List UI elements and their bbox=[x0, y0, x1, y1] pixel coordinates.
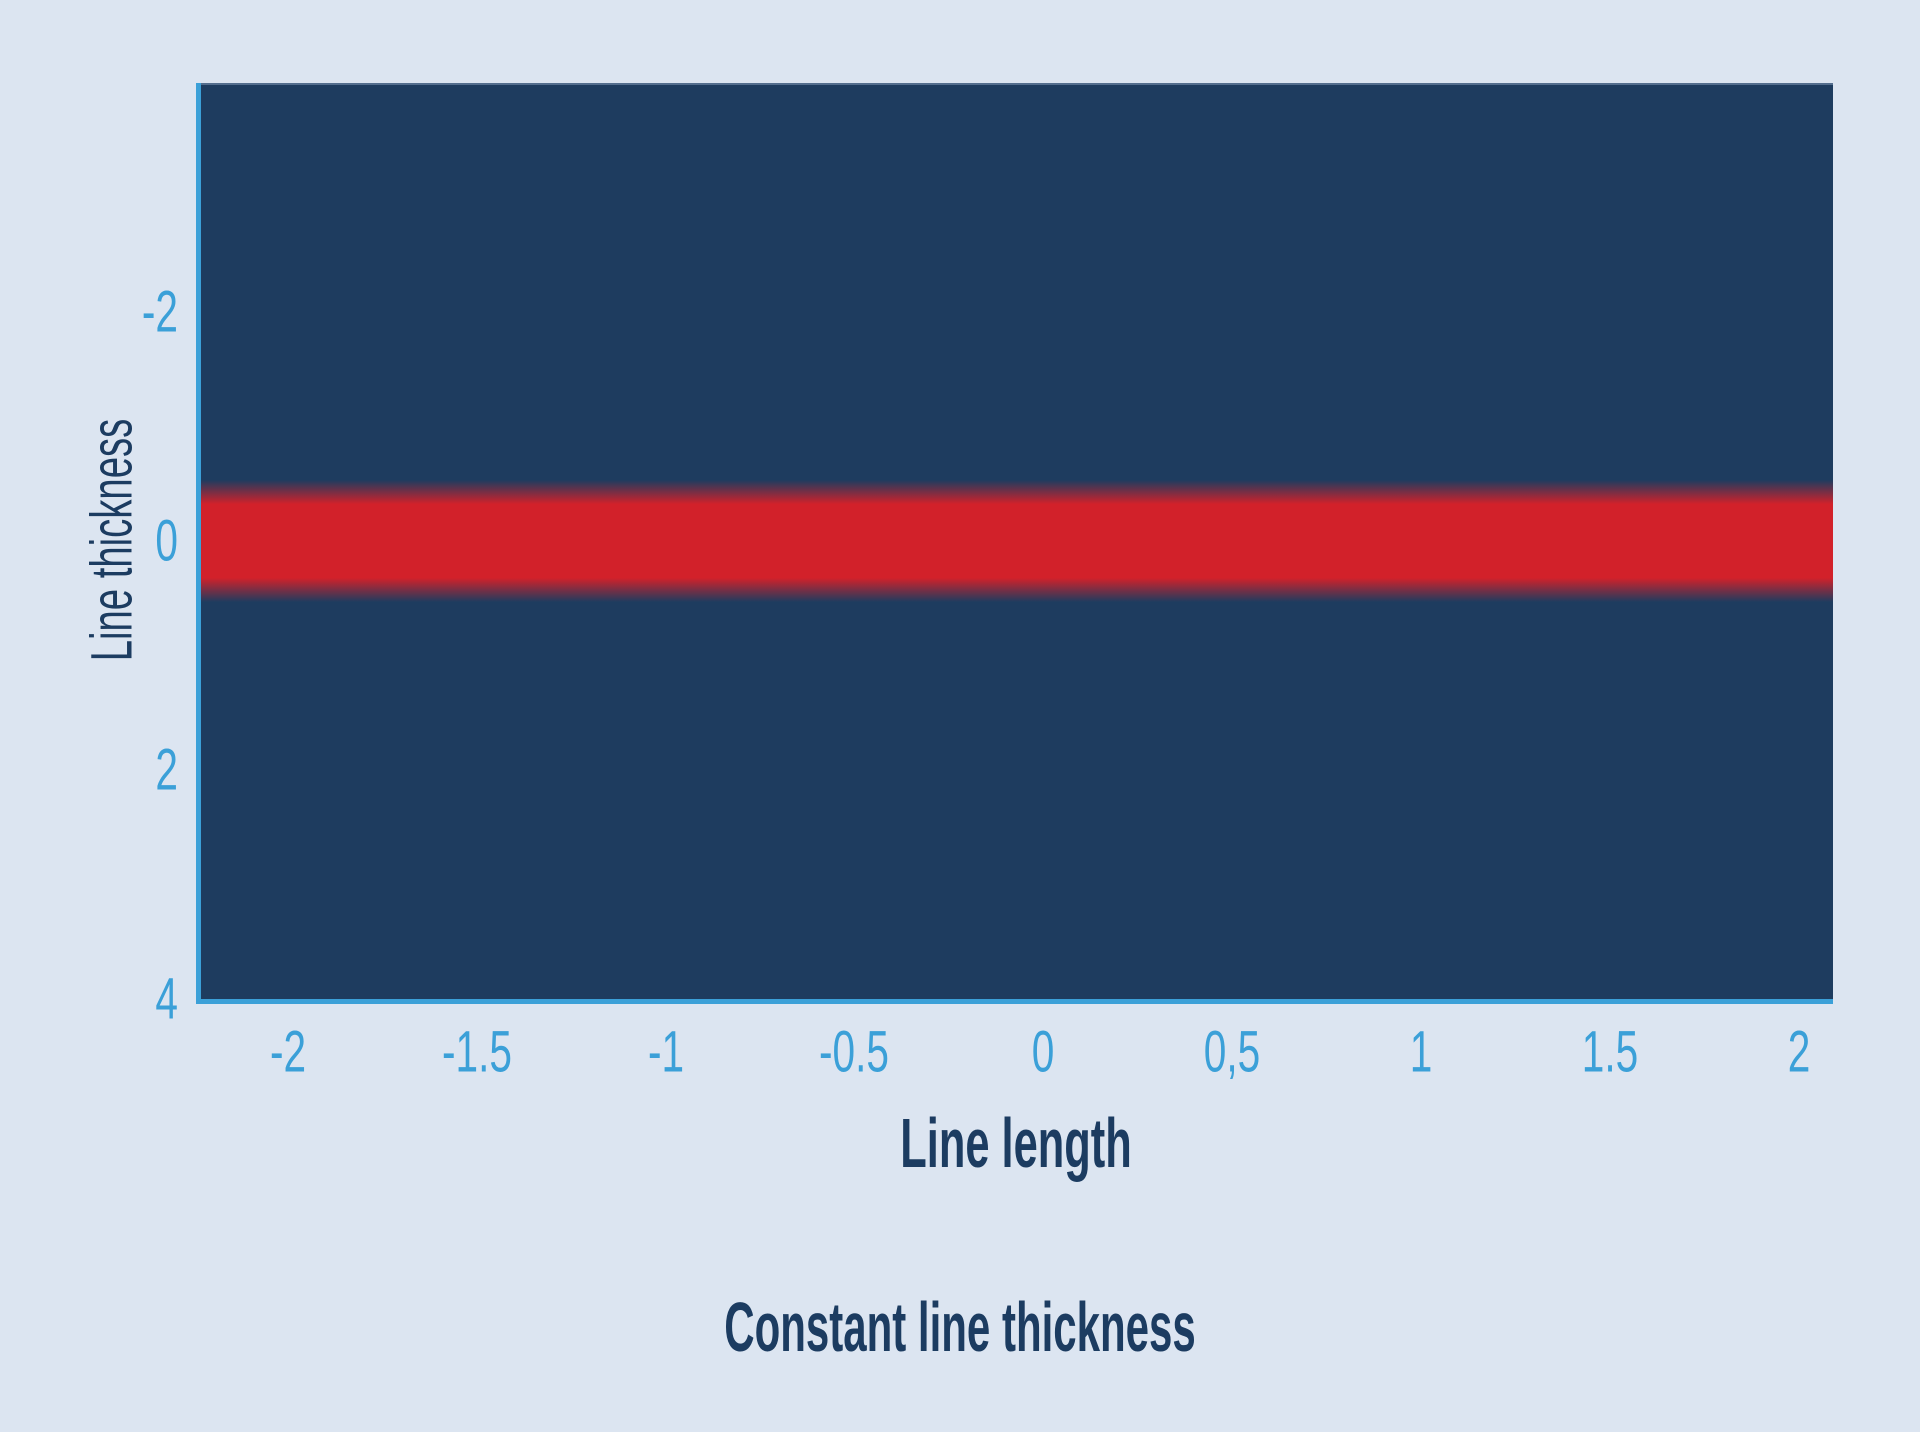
x-tick-label: 0,5 bbox=[1204, 1019, 1261, 1085]
y-tick-label: 4 bbox=[155, 966, 178, 1032]
x-tick-label: -0.5 bbox=[819, 1019, 890, 1085]
heatmap-plot-panel bbox=[201, 83, 1833, 999]
red-line-band bbox=[201, 480, 1833, 602]
y-tick-label: 2 bbox=[155, 737, 178, 803]
x-axis-title: Line length bbox=[900, 1104, 1132, 1182]
x-tick-label: -1.5 bbox=[441, 1019, 512, 1085]
x-tick-label: 2 bbox=[1787, 1019, 1811, 1085]
x-tick-label: -2 bbox=[269, 1019, 306, 1085]
y-tick-label: 0 bbox=[155, 508, 178, 574]
x-tick-label: 0 bbox=[1032, 1019, 1055, 1085]
x-tick-label: 1.5 bbox=[1581, 1019, 1639, 1085]
y-axis-spine bbox=[196, 83, 201, 1004]
figure-caption: Constant line thickness bbox=[724, 1288, 1196, 1366]
x-tick-label: -1 bbox=[647, 1019, 684, 1085]
plot-top-edge-hairline bbox=[201, 83, 1833, 85]
y-axis-title: Line thickness bbox=[79, 418, 145, 662]
x-axis-spine bbox=[196, 999, 1833, 1004]
y-tick-label: -2 bbox=[141, 279, 178, 345]
x-tick-label: 1 bbox=[1409, 1019, 1433, 1085]
